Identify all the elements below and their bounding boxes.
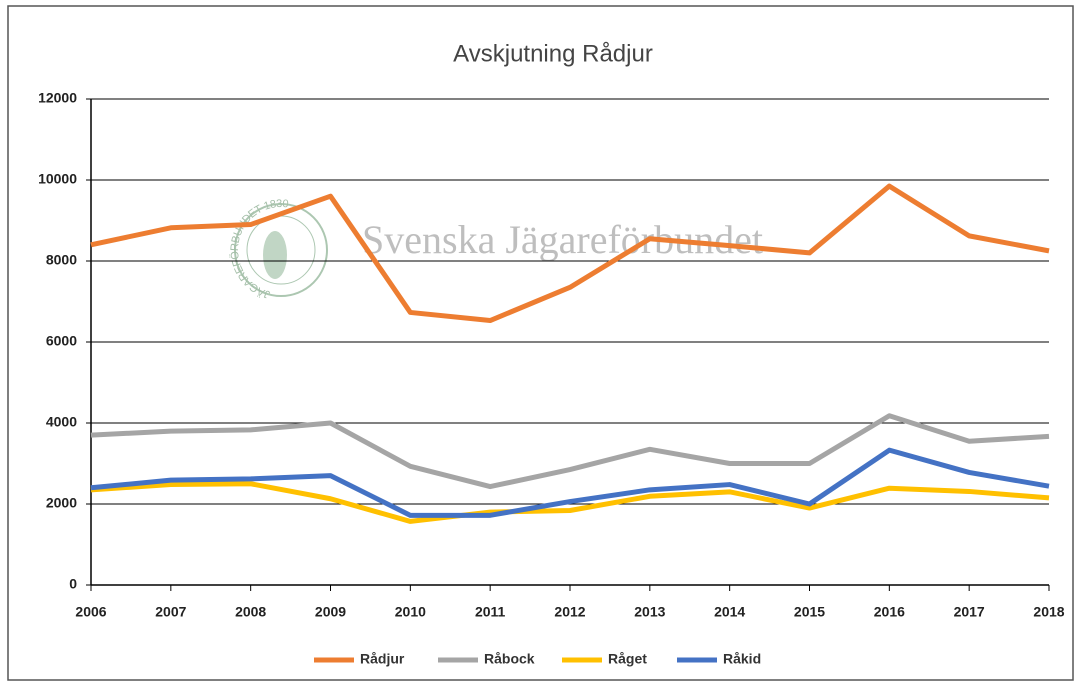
x-tick-label: 2009 — [315, 604, 346, 620]
x-tick-label: 2015 — [794, 604, 825, 620]
chart-title: Avskjutning Rådjur — [453, 40, 653, 67]
x-tick-label: 2013 — [634, 604, 665, 620]
line-series — [90, 447, 1050, 518]
line-series — [90, 413, 1050, 490]
legend-label: Råkid — [723, 651, 761, 667]
y-tick-label: 10000 — [38, 171, 77, 187]
chart-frame — [7, 5, 1074, 681]
y-tick-label: 2000 — [46, 495, 77, 511]
watermark-text: Svenska Jägareförbundet — [362, 217, 763, 262]
x-tick-label: 2017 — [954, 604, 985, 620]
line-series — [90, 183, 1050, 324]
x-tick-label: 2011 — [475, 604, 506, 620]
legend-label: Råbock — [484, 651, 535, 667]
logo-bird — [263, 231, 287, 279]
x-tick-label: 2014 — [714, 604, 745, 620]
x-tick-label: 2012 — [554, 604, 585, 620]
y-tick-label: 6000 — [46, 333, 77, 349]
x-tick-label: 2018 — [1033, 604, 1064, 620]
x-tick-label: 2010 — [395, 604, 426, 620]
legend-label: Råget — [608, 651, 647, 667]
x-tick-label: 2016 — [874, 604, 905, 620]
legend-label: Rådjur — [360, 651, 405, 667]
y-tick-label: 4000 — [46, 414, 77, 430]
logo-ring — [234, 203, 328, 297]
x-tick-label: 2006 — [75, 604, 106, 620]
line-series — [90, 481, 1050, 524]
y-tick-label: 8000 — [46, 252, 77, 268]
x-tick-label: 2008 — [235, 604, 266, 620]
y-tick-label: 0 — [69, 576, 77, 592]
x-tick-label: 2007 — [155, 604, 186, 620]
y-tick-label: 12000 — [38, 90, 77, 106]
